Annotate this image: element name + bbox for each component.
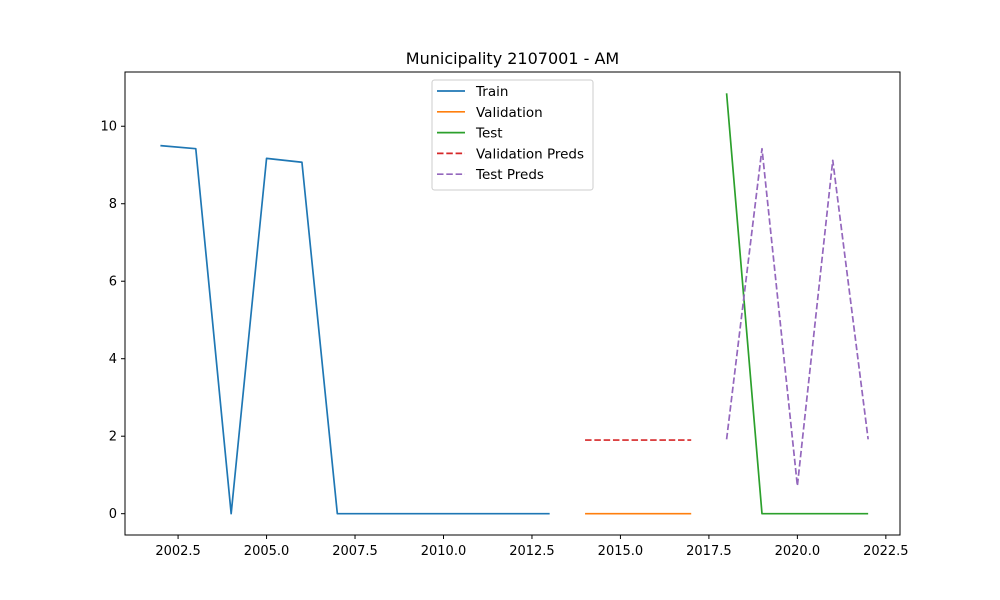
series-layer: [160, 93, 869, 515]
x-tick-label: 2012.5: [509, 544, 555, 559]
chart-title: Municipality 2107001 - AM: [406, 49, 619, 68]
series-line-train: [160, 144, 550, 515]
series-line-test: [725, 93, 869, 515]
legend-label: Train: [475, 84, 508, 100]
x-tick-label: 2015.0: [598, 544, 644, 559]
legend-label: Test Preds: [475, 167, 544, 183]
x-tick-label: 2002.5: [155, 544, 201, 559]
y-tick-label: 8: [109, 197, 117, 212]
series-line-test-preds: [725, 147, 869, 487]
plot-frame: [124, 71, 901, 536]
legend-box: [431, 79, 594, 191]
legend-label: Validation Preds: [476, 146, 584, 162]
legend-label: Test: [475, 126, 503, 142]
y-tick-label: 10: [100, 120, 117, 135]
x-tick-label: 2020.0: [775, 544, 821, 559]
x-tick-label: 2022.5: [863, 544, 909, 559]
legend-label: Validation: [476, 105, 543, 121]
y-tick-label: 0: [109, 507, 117, 522]
axes-layer: 2002.5 2005.0 2007.5 2010.0 2012.5 2015.0 2017…: [100, 71, 909, 559]
x-tick-label: 2007.5: [332, 544, 378, 559]
x-tick-label: 2017.5: [686, 544, 732, 559]
legend: Train Validation Test Validation Preds Test …: [431, 79, 594, 191]
x-tick-label: 2010.0: [421, 544, 467, 559]
y-tick-label: 6: [109, 275, 117, 290]
y-tick-label: 2: [109, 430, 117, 445]
y-tick-label: 4: [109, 352, 117, 367]
x-tick-label: 2005.0: [244, 544, 290, 559]
